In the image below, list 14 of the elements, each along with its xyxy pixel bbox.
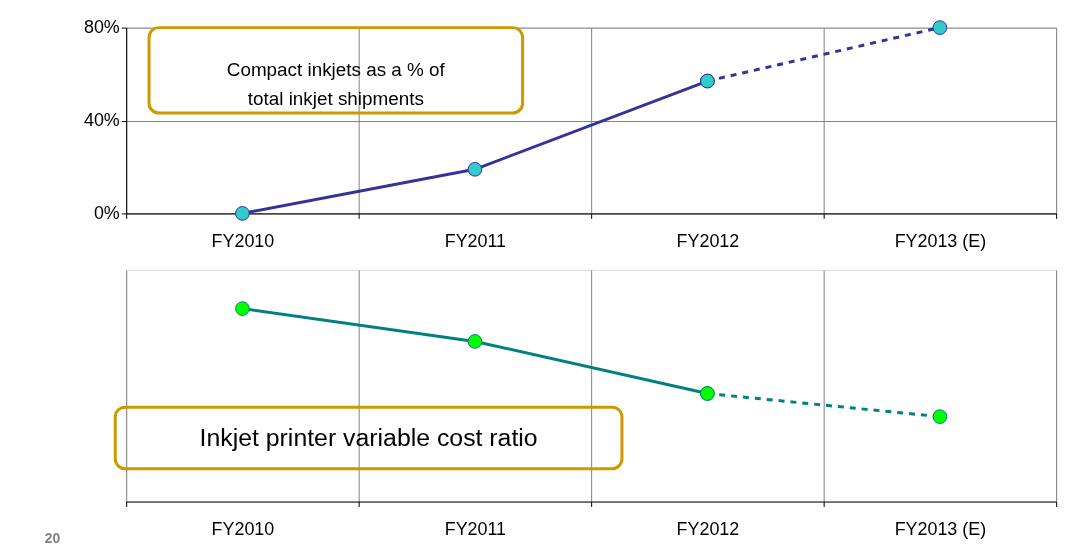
text: Inkjet printer variable cost ratio: [199, 423, 538, 451]
text: 20: [44, 530, 61, 546]
x-tick-label: FY2010: [211, 518, 275, 539]
y-tick-label: 40%: [83, 109, 120, 130]
x-tick-label: FY2010: [211, 230, 275, 251]
y-tick-label: 80%: [83, 17, 120, 38]
x-tick-label: FY2013 (E): [894, 518, 987, 539]
y-tick-label: 0%: [93, 202, 120, 223]
x-tick-label: FY2011: [444, 518, 507, 539]
x-tick-label: FY2012: [676, 518, 740, 539]
x-tick-label: FY2011: [444, 230, 507, 251]
text: Compact inkjets as a % of total inkjet shipments: [226, 59, 446, 109]
x-tick-label: FY2012: [676, 230, 740, 251]
x-tick-label: FY2013 (E): [894, 230, 987, 251]
